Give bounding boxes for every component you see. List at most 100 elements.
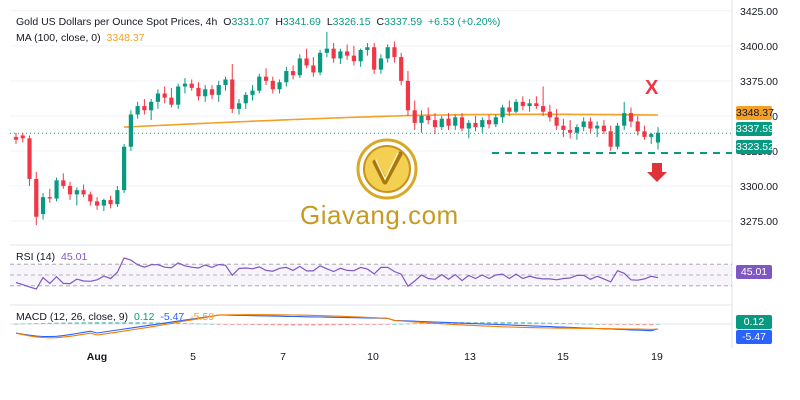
macd-histogram-bar	[628, 324, 634, 325]
macd-histogram-bar	[20, 323, 25, 325]
macd-histogram-bar	[399, 323, 404, 325]
macd-histogram-bar	[365, 324, 370, 325]
macd-histogram-bar	[324, 324, 329, 326]
macd-histogram-bar	[311, 324, 316, 326]
macd-histogram-bar	[40, 322, 46, 324]
candle-body	[216, 85, 221, 95]
candle-body	[622, 113, 627, 126]
macd-histogram-bar	[142, 322, 147, 324]
symbol-title: Gold US Dollars per Ounce Spot Prices, 4…	[16, 16, 218, 28]
candle-body	[655, 132, 661, 143]
candle-body	[615, 125, 620, 147]
ma-price-tag: 3348.37	[736, 106, 774, 120]
macd-histogram-bar	[54, 322, 59, 324]
candle-body	[635, 121, 640, 132]
macd-histogram-bar	[128, 322, 133, 324]
macd-histogram-bar	[480, 321, 485, 324]
macd-histogram-bar	[358, 324, 363, 325]
time-tick-label: 10	[367, 351, 379, 363]
candle-body	[94, 201, 100, 206]
candle-body	[324, 48, 329, 53]
down-arrow-shape	[647, 163, 667, 182]
macd-histogram-bar	[230, 324, 235, 325]
open-label: O	[223, 16, 232, 28]
candle-body	[649, 134, 654, 137]
candle-body	[189, 83, 194, 88]
macd-histogram-bar	[155, 322, 161, 324]
candle-body	[486, 120, 492, 125]
candle-body	[40, 197, 46, 214]
macd-histogram-bar	[13, 323, 19, 325]
ma-legend: MA (100, close, 0) 3348.37	[16, 32, 148, 44]
candle-body	[203, 89, 208, 97]
macd-histogram-bar	[345, 324, 350, 326]
time-tick-label: 15	[557, 351, 569, 363]
macd-histogram-bar	[520, 322, 525, 324]
candle-body	[34, 178, 39, 217]
macd-histogram-bar	[196, 323, 201, 325]
candle-body	[595, 125, 600, 129]
candle-body	[527, 103, 532, 107]
candle-body	[399, 57, 404, 81]
giavang-logo	[356, 138, 418, 205]
candle-body	[547, 111, 552, 118]
macd-histogram-bar	[615, 324, 620, 325]
rsi-line	[15, 257, 659, 290]
x-mark-annotation: X	[645, 77, 659, 99]
macd-histogram-bar	[574, 323, 580, 325]
macd-histogram-bar	[547, 322, 552, 324]
macd-histogram-bar	[27, 323, 32, 325]
rsi-pane	[10, 257, 732, 290]
support-price-tag: 3323.52	[736, 140, 774, 154]
macd-histogram-bar	[182, 323, 188, 324]
macd-histogram-bar	[608, 324, 613, 325]
close-label: C	[376, 16, 385, 28]
macd-histogram-bar	[601, 324, 607, 325]
candle-body	[122, 146, 127, 191]
macd-histogram-bar	[263, 324, 269, 326]
candle-body	[54, 180, 59, 199]
macd-histogram-bar	[304, 324, 309, 326]
candle-body	[642, 131, 647, 137]
macd-line-tag: -5.47	[736, 330, 772, 344]
candle-body	[61, 180, 66, 186]
rsi-value: 45.01	[61, 251, 88, 263]
low-label: L	[326, 16, 333, 28]
rsi-label: RSI (14)	[16, 251, 56, 263]
macd-histogram-bar	[338, 324, 343, 326]
candle-body	[365, 47, 370, 51]
price-tick-label: 3275.00	[740, 216, 778, 228]
macd-signal-line	[15, 314, 659, 339]
macd-histogram-bar	[473, 322, 478, 324]
macd-histogram-bar	[81, 322, 86, 324]
candle-body	[466, 122, 471, 129]
time-tick-label: 13	[464, 351, 476, 363]
candle-body	[608, 131, 613, 147]
macd-histogram-bar	[101, 321, 106, 324]
macd-histogram-bar	[378, 324, 384, 325]
macd-histogram-bar	[216, 324, 221, 325]
candles	[13, 31, 661, 226]
macd-histogram-bar	[405, 323, 411, 325]
open-value: 3331.07	[231, 16, 270, 28]
close-price-tag: 3337.59	[736, 122, 774, 136]
price-tick-label: 3300.00	[740, 181, 778, 193]
change-value: +6.53 (+0.20%)	[428, 16, 501, 28]
macd-histogram-bar	[61, 322, 66, 324]
macd-histogram-bar	[74, 322, 79, 324]
macd-histogram-bar	[176, 322, 181, 324]
candle-body	[297, 58, 302, 76]
ma-value: 3348.37	[106, 32, 145, 44]
macd-histogram-bar	[513, 322, 519, 324]
macd-signal-value: -5.59	[190, 311, 215, 323]
candle-body	[318, 52, 323, 73]
candle-body	[135, 106, 140, 115]
candle-body	[115, 190, 120, 205]
macd-histogram-bar	[635, 324, 640, 326]
candle-body	[628, 113, 634, 122]
chart-header: Gold US Dollars per Ounce Spot Prices, 4…	[16, 16, 503, 28]
macd-histogram-bar	[257, 324, 262, 326]
macd-histogram-bar	[34, 323, 39, 324]
macd-histogram-bar	[318, 324, 323, 326]
